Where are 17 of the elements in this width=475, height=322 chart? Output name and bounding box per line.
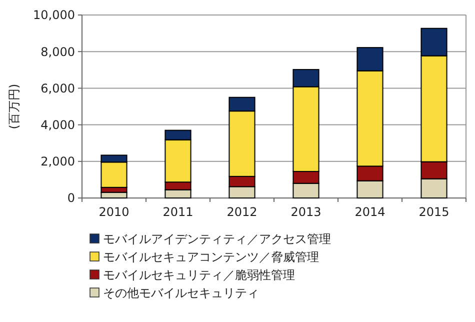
x-tick-label: 2010 — [98, 205, 130, 219]
y-tick-label: 4,000 — [40, 118, 75, 132]
legend-label: その他モバイルセキュリティ — [103, 286, 259, 300]
y-tick-label: 8,000 — [40, 44, 75, 59]
legend-label: モバイルアイデンティティ／アクセス管理 — [103, 232, 331, 246]
y-tick-label: 6,000 — [40, 81, 75, 96]
legend-label: モバイルセキュリティ／脆弱性管理 — [103, 268, 295, 282]
x-tick-label: 2013 — [290, 205, 322, 219]
x-tick-label: 2012 — [226, 205, 258, 219]
y-axis-title: (百万円) — [7, 84, 21, 130]
y-tick-label: 10,000 — [33, 8, 75, 22]
y-tick-label: 0 — [67, 191, 75, 206]
y-tick-label: 2,000 — [40, 154, 75, 169]
legend-label: モバイルセキュアコンテンツ／脅威管理 — [103, 250, 319, 264]
x-tick-label: 2014 — [354, 205, 386, 219]
x-tick-label: 2015 — [418, 205, 450, 219]
x-tick-label: 2011 — [162, 205, 194, 219]
